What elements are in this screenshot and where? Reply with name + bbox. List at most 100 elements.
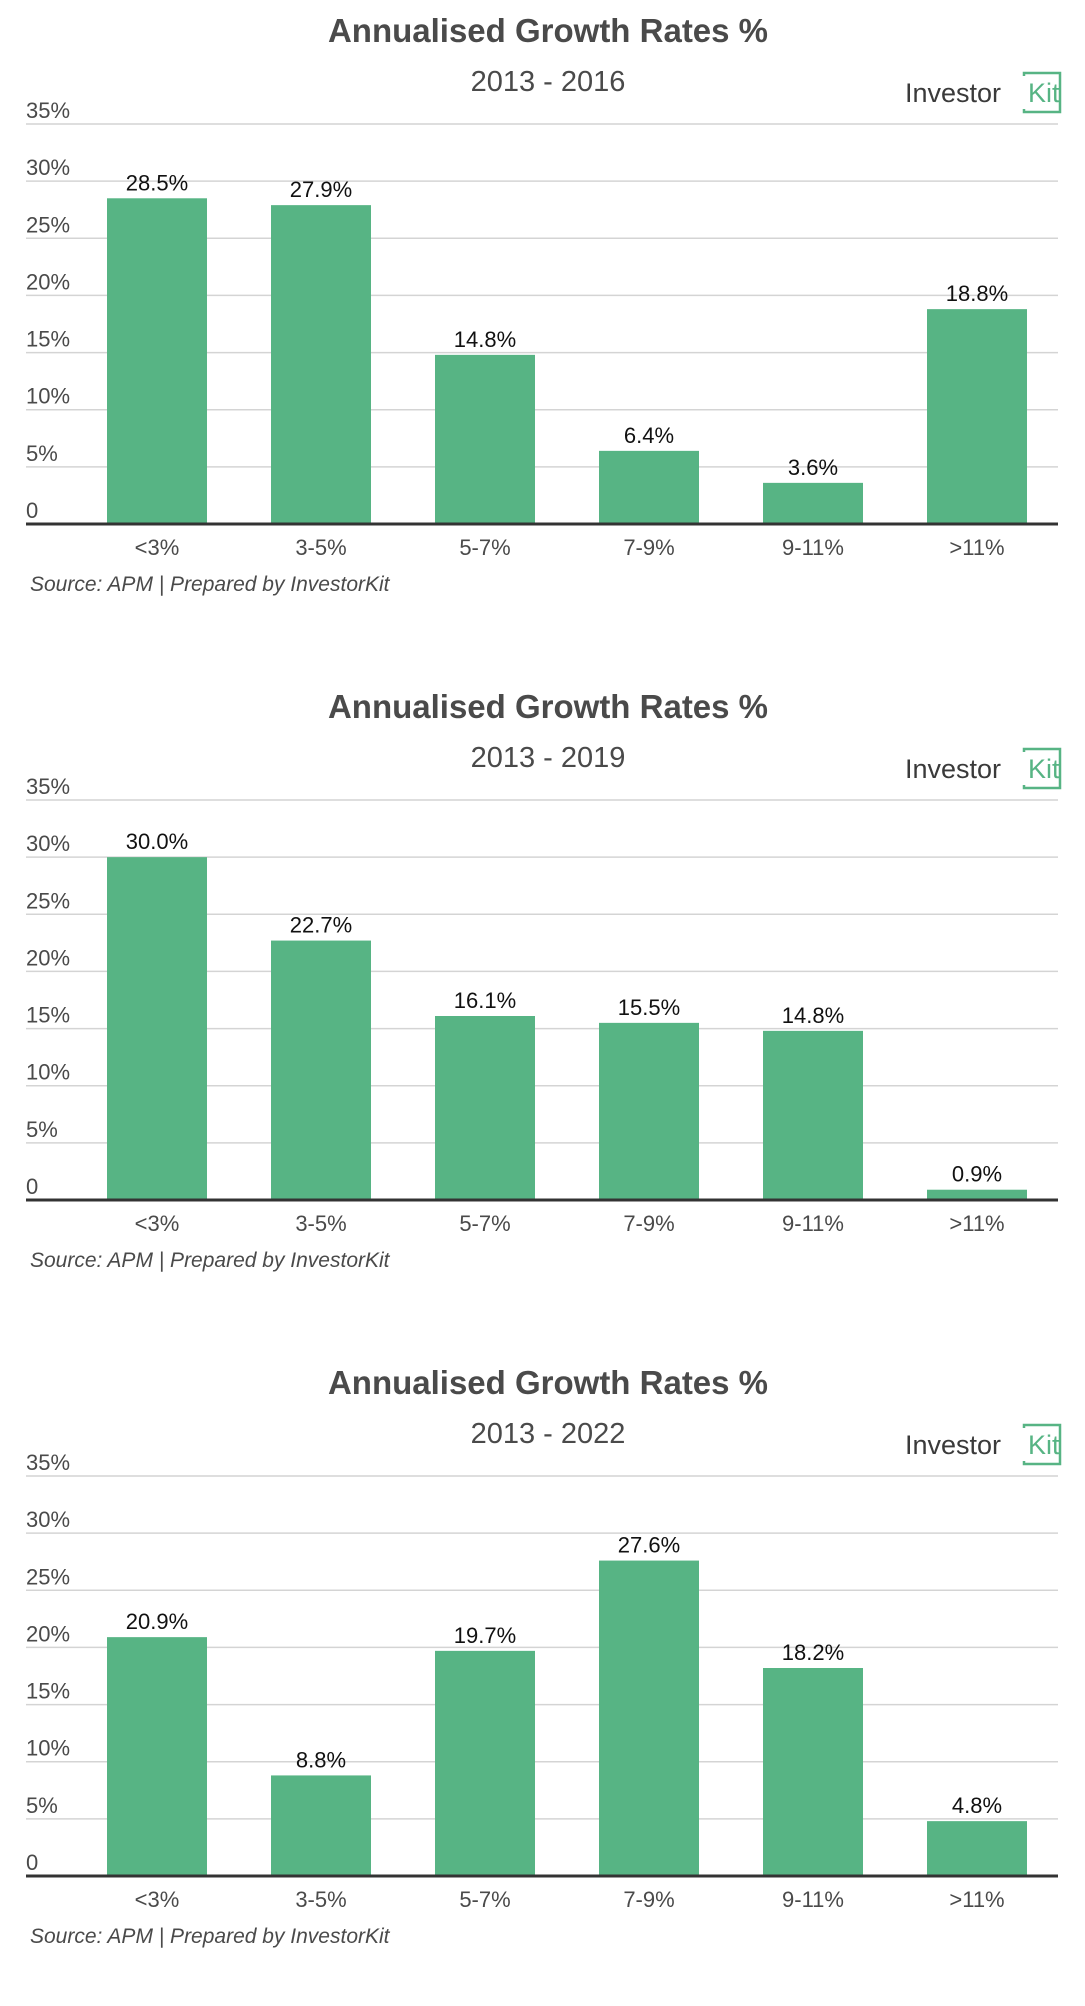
x-category-label: >11% <box>949 1211 1004 1236</box>
source-note: Source: APM | Prepared by InvestorKit <box>30 1249 391 1272</box>
y-tick-label: 0 <box>26 1174 38 1199</box>
x-category-label: 9-11% <box>782 1211 844 1236</box>
bar-value-label: 3.6% <box>788 455 838 480</box>
investorkit-logo: Investor Kit <box>905 1423 1062 1466</box>
bar-value-label: 6.4% <box>624 423 674 448</box>
x-category-label: 3-5% <box>295 535 346 560</box>
y-tick-label: 0 <box>26 1850 38 1875</box>
bar-value-label: 30.0% <box>126 829 188 854</box>
y-tick-label: 20% <box>26 945 70 970</box>
y-tick-label: 10% <box>26 384 70 409</box>
bar <box>927 1821 1027 1876</box>
y-tick-label: 5% <box>26 1793 58 1818</box>
bar <box>435 1650 535 1876</box>
logo-bracket-icon <box>1022 71 1062 114</box>
bar <box>107 857 207 1200</box>
chart-svg: Annualised Growth Rates % 2013 - 2022 Inve… <box>26 1364 1062 1948</box>
logo-accent: Kit <box>1028 1430 1060 1460</box>
bar-value-label: 18.8% <box>946 281 1008 306</box>
y-tick-label: 0 <box>26 498 38 523</box>
x-category-label: >11% <box>949 535 1004 560</box>
chart-svg: Annualised Growth Rates % 2013 - 2019 Inve… <box>26 688 1062 1272</box>
bar-value-label: 14.8% <box>454 327 516 352</box>
bar <box>599 1022 699 1200</box>
y-tick-label: 30% <box>26 831 70 856</box>
y-tick-label: 15% <box>26 327 70 352</box>
y-tick-label: 10% <box>26 1060 70 1085</box>
x-category-label: 7-9% <box>623 535 674 560</box>
y-tick-label: 5% <box>26 1117 58 1142</box>
chart-subtitle: 2013 - 2019 <box>471 742 626 774</box>
x-category-label: <3% <box>135 1887 180 1912</box>
x-category-label: <3% <box>135 535 180 560</box>
bar-value-label: 0.9% <box>952 1162 1002 1187</box>
bar <box>271 205 371 524</box>
growth-chart-2013-2016: Annualised Growth Rates % 2013 - 2016 Inve… <box>0 0 1085 654</box>
x-category-label: 5-7% <box>459 535 510 560</box>
chart-title: Annualised Growth Rates % <box>328 1364 768 1401</box>
x-category-label: 7-9% <box>623 1887 674 1912</box>
bar <box>107 198 207 525</box>
source-note: Source: APM | Prepared by InvestorKit <box>30 1925 391 1948</box>
x-category-label: 9-11% <box>782 535 844 560</box>
y-tick-label: 25% <box>26 1564 70 1589</box>
bar <box>763 1668 863 1876</box>
bar-value-label: 27.6% <box>618 1533 680 1558</box>
y-tick-label: 20% <box>26 1621 70 1646</box>
y-tick-label: 35% <box>26 1450 70 1475</box>
logo-word: Investor <box>905 1430 1001 1460</box>
bar <box>271 940 371 1200</box>
y-tick-label: 15% <box>26 1679 70 1704</box>
x-category-label: 9-11% <box>782 1887 844 1912</box>
investorkit-logo: Investor Kit <box>905 747 1062 790</box>
y-tick-label: 20% <box>26 269 70 294</box>
y-tick-label: 35% <box>26 98 70 123</box>
chart-subtitle: 2013 - 2022 <box>471 1418 626 1450</box>
growth-chart-2013-2019: Annualised Growth Rates % 2013 - 2019 Inve… <box>0 676 1085 1330</box>
x-category-label: 7-9% <box>623 1211 674 1236</box>
y-tick-label: 30% <box>26 1507 70 1532</box>
bar <box>599 450 699 524</box>
x-category-label: >11% <box>949 1887 1004 1912</box>
chart-title: Annualised Growth Rates % <box>328 12 768 49</box>
logo-word: Investor <box>905 78 1001 108</box>
chart-svg: Annualised Growth Rates % 2013 - 2016 Inve… <box>26 12 1062 596</box>
logo-bracket-icon <box>1022 1423 1062 1466</box>
bar <box>271 1775 371 1876</box>
bar <box>599 1560 699 1876</box>
y-tick-label: 25% <box>26 212 70 237</box>
logo-word: Investor <box>905 754 1001 784</box>
y-tick-label: 25% <box>26 888 70 913</box>
growth-chart-2013-2022: Annualised Growth Rates % 2013 - 2022 Inve… <box>0 1352 1085 2006</box>
logo-accent: Kit <box>1028 754 1060 784</box>
bar-value-label: 8.8% <box>296 1747 346 1772</box>
bar-value-label: 19.7% <box>454 1623 516 1648</box>
chart-subtitle: 2013 - 2016 <box>471 66 626 98</box>
bar-value-label: 4.8% <box>952 1793 1002 1818</box>
investorkit-logo: Investor Kit <box>905 71 1062 114</box>
bar-value-label: 16.1% <box>454 988 516 1013</box>
bar-value-label: 28.5% <box>126 170 188 195</box>
bar <box>927 309 1027 524</box>
logo-accent: Kit <box>1028 78 1060 108</box>
x-category-label: 5-7% <box>459 1887 510 1912</box>
bar <box>763 482 863 524</box>
bar <box>763 1030 863 1200</box>
source-note: Source: APM | Prepared by InvestorKit <box>30 573 391 596</box>
bar <box>107 1637 207 1876</box>
bar-value-label: 22.7% <box>290 913 352 938</box>
y-tick-label: 30% <box>26 155 70 180</box>
y-tick-label: 10% <box>26 1736 70 1761</box>
x-category-label: <3% <box>135 1211 180 1236</box>
x-category-label: 3-5% <box>295 1887 346 1912</box>
bar <box>435 1016 535 1200</box>
bar-value-label: 18.2% <box>782 1640 844 1665</box>
bar-value-label: 15.5% <box>618 995 680 1020</box>
chart-title: Annualised Growth Rates % <box>328 688 768 725</box>
logo-bracket-icon <box>1022 747 1062 790</box>
x-category-label: 3-5% <box>295 1211 346 1236</box>
x-category-label: 5-7% <box>459 1211 510 1236</box>
bar-value-label: 14.8% <box>782 1003 844 1028</box>
bar-value-label: 27.9% <box>290 177 352 202</box>
y-tick-label: 15% <box>26 1003 70 1028</box>
